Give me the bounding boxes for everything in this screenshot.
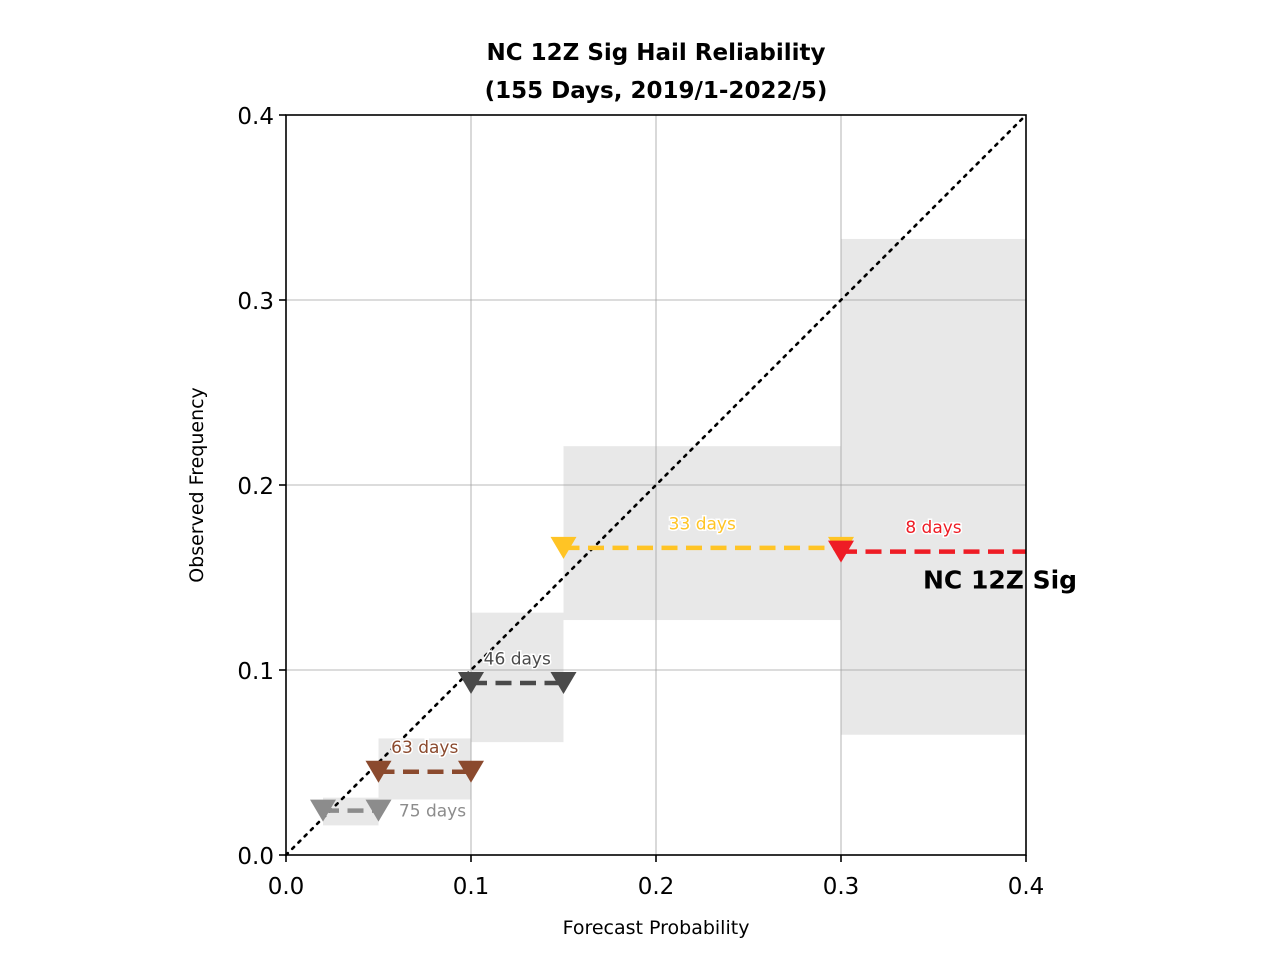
x-tick-label-0: 0.0 bbox=[268, 874, 305, 900]
chart-title-line2: (155 Days, 2019/1-2022/5) bbox=[485, 78, 828, 104]
x-tick-label-1: 0.1 bbox=[453, 874, 490, 900]
series-label: NC 12Z Sig bbox=[923, 566, 1077, 595]
marker-start-bin-2 bbox=[458, 671, 484, 694]
x-tick-label-4: 0.4 bbox=[1008, 874, 1045, 900]
marker-end-bin-1 bbox=[458, 760, 484, 783]
y-tick-label-3: 0.3 bbox=[237, 289, 274, 315]
marker-start-bin-3 bbox=[550, 536, 577, 559]
marker-end-bin-2 bbox=[550, 671, 577, 694]
y-tick-label-2: 0.2 bbox=[237, 474, 274, 500]
y-tick-label-1: 0.1 bbox=[237, 659, 274, 685]
confidence-box-3 bbox=[563, 446, 841, 621]
days-label-bin-1: 63 days bbox=[391, 738, 458, 758]
marker-start-bin-1 bbox=[365, 760, 392, 783]
days-label-bin-4: 8 days bbox=[905, 518, 961, 538]
x-axis-label: Forecast Probability bbox=[563, 917, 750, 939]
x-tick-label-3: 0.3 bbox=[823, 874, 860, 900]
marker-start-bin-0 bbox=[310, 799, 336, 822]
perfect-reliability-line bbox=[284, 113, 1028, 857]
y-tick-label-4: 0.4 bbox=[237, 104, 274, 130]
marker-start-bin-4 bbox=[828, 540, 854, 563]
confidence-box-4 bbox=[841, 238, 1026, 735]
marker-end-bin-0 bbox=[365, 799, 392, 822]
days-label-bin-0: 75 days bbox=[399, 802, 466, 822]
x-tick-label-2: 0.2 bbox=[638, 874, 675, 900]
y-tick-label-0: 0.0 bbox=[237, 844, 274, 870]
chart-title-line1: NC 12Z Sig Hail Reliability bbox=[487, 40, 826, 66]
days-label-bin-3: 33 days bbox=[669, 514, 736, 534]
y-axis-label: Observed Frequency bbox=[186, 387, 208, 583]
confidence-box-2 bbox=[471, 612, 564, 743]
days-label-bin-2: 46 days bbox=[484, 649, 551, 669]
